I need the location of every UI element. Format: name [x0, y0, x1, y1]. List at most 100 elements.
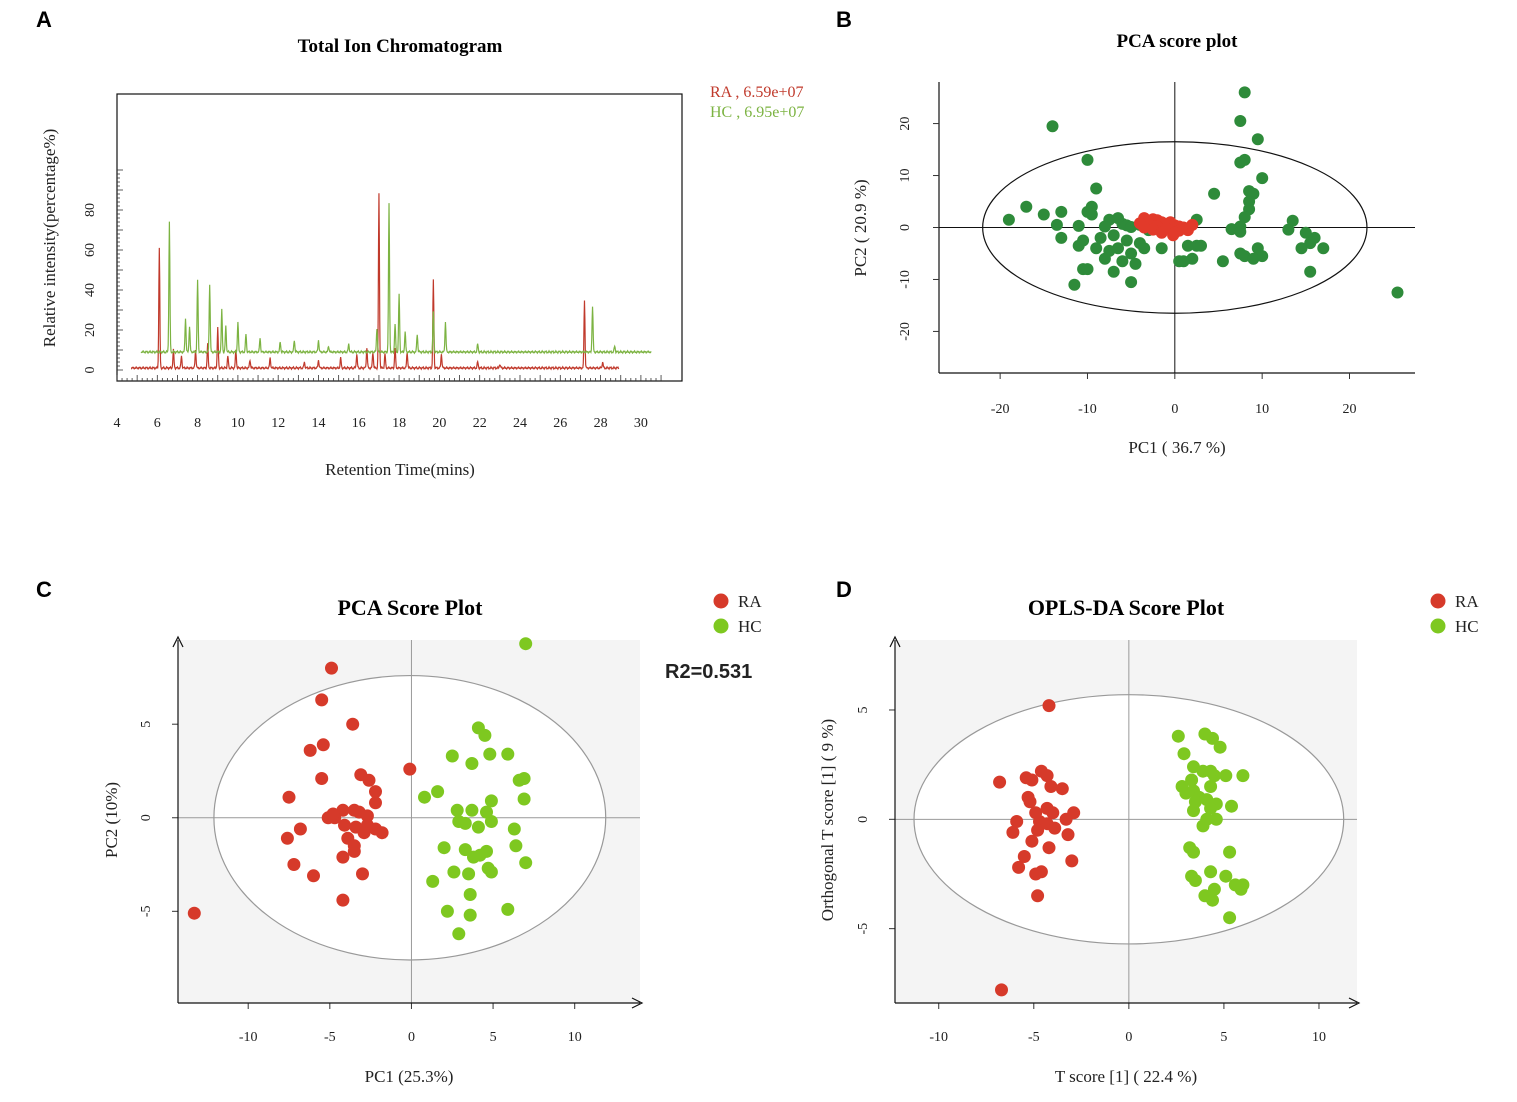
chart-d-title: OPLS-DA Score Plot [1028, 595, 1225, 620]
chart-a-legend-hc: HC , 6.95e+07 [710, 104, 804, 121]
chart-d-points [993, 699, 1250, 997]
chart-d-point-ra [1046, 806, 1060, 820]
chart-c-point-hc [450, 803, 464, 817]
chart-d-legend-ra-marker [1430, 593, 1446, 609]
chart-d-point-ra [1048, 821, 1062, 835]
chart-d-point-ra [1017, 850, 1031, 863]
chart-c-point-hc [465, 757, 479, 770]
chart-d-point-hc [1196, 819, 1210, 833]
chart-b-point-hc [1107, 265, 1120, 278]
chart-c-point-ra [347, 844, 361, 858]
chart-b-ylabel: PC2 ( 20.9 %) [851, 179, 870, 276]
chart-b-point-hc [1391, 286, 1404, 299]
chart-c-point-hc [431, 785, 445, 799]
chart-b-ytick-label: 10 [898, 169, 913, 183]
chart-b-point-hc [1234, 156, 1247, 169]
chart-a-xtick-label: 28 [594, 416, 608, 431]
chart-d-point-hc [1213, 740, 1227, 754]
chart-c-point-ra [336, 893, 350, 907]
chart-a-xtick-label: 12 [271, 416, 285, 431]
chart-c-xtick-label: 10 [568, 1030, 582, 1045]
chart-b-point-hc [1125, 247, 1138, 260]
chart-a-ytick-label: 0 [83, 367, 98, 374]
chart-c-point-hc [519, 637, 533, 651]
chart-d-point-ra [1019, 771, 1033, 785]
chart-d-point-ra [1059, 812, 1073, 826]
chart-c-point-hc [462, 867, 476, 881]
panel-c-pca-score-plot: PCA Score Plot -10 -5 0 5 10 -5 0 5 PC2 (10%) P… [102, 592, 762, 1086]
chart-d-point-ra [1040, 769, 1054, 783]
chart-b-point-ra [1133, 217, 1146, 230]
chart-c-point-ra [375, 826, 389, 840]
chart-d-xlabel: T score [1] ( 22.4 %) [1055, 1067, 1197, 1086]
chart-b-point-hc [1120, 234, 1133, 247]
chart-d-point-hc [1204, 764, 1218, 778]
chart-d-legend-hc-marker [1430, 618, 1446, 634]
chart-b-point-hc [1107, 229, 1120, 242]
chart-b-ticks: -20 -10 0 10 20 -20 -10 0 10 20 [898, 117, 1356, 417]
chart-b-point-hc [1046, 120, 1059, 133]
chart-b-point-hc [1094, 231, 1107, 244]
chart-d-xtick-label: 5 [1220, 1030, 1227, 1045]
chart-b-point-hc [1155, 242, 1168, 255]
chart-d-point-ra [1023, 795, 1037, 809]
chart-c-point-ra [303, 743, 317, 757]
chart-a-xlabel: Retention Time(mins) [325, 460, 475, 479]
chart-b-point-hc [1238, 211, 1251, 224]
chart-c-point-ra [362, 773, 376, 787]
chart-b-point-hc [1090, 242, 1103, 255]
chart-b-xtick-label: -20 [991, 402, 1010, 417]
chart-d-point-ra [1010, 815, 1024, 828]
chart-b-point-hc [1055, 231, 1068, 244]
chart-d-point-ra [993, 775, 1007, 789]
chart-b-point-hc [1238, 86, 1251, 99]
chart-b-point-hc [1195, 239, 1207, 252]
chart-c-point-hc [483, 747, 497, 761]
chart-b-xtick-label: -10 [1078, 402, 1097, 417]
chart-b-ytick-label: 0 [898, 224, 913, 231]
chart-a-legend-ra: RA , 6.59e+07 [710, 84, 803, 101]
chart-c-point-ra [287, 858, 301, 871]
chart-c-point-hc [445, 749, 459, 763]
chart-b-point-hc [1208, 187, 1221, 200]
chart-a-trace-ra [130, 193, 620, 371]
chart-c-point-hc [509, 839, 523, 853]
chart-c-xtick-label: 0 [408, 1030, 415, 1045]
chart-d-point-hc [1185, 773, 1199, 787]
chart-d-xtick-label: -5 [1028, 1030, 1040, 1045]
chart-d-point-hc [1204, 865, 1218, 879]
chart-d-point-ra [1031, 823, 1045, 837]
chart-c-point-ra [187, 906, 201, 920]
chart-c-point-hc [507, 822, 521, 836]
chart-b-point-hc [1299, 226, 1312, 239]
chart-d-point-ra [1044, 780, 1058, 793]
chart-a-ytick-label: 60 [83, 243, 98, 257]
chart-d-point-hc [1206, 893, 1219, 907]
chart-b-xlabel: PC1 ( 36.7 %) [1128, 438, 1225, 457]
chart-b-points [1002, 86, 1404, 299]
panel-b-pca-score-plot: PCA score plot -20 -10 0 10 20 -20 -10 0 10 20 PC… [851, 31, 1415, 457]
chart-b-point-hc [1068, 278, 1081, 291]
panel-d-oplsda-score-plot: OPLS-DA Score Plot -10 -5 0 5 10 -5 0 5 Orthogo… [818, 592, 1479, 1086]
chart-c-point-hc [447, 865, 461, 879]
chart-b-point-hc [1173, 255, 1186, 268]
chart-d-point-hc [1219, 769, 1233, 783]
chart-d-point-hc [1171, 729, 1185, 743]
chart-c-xtick-label: 5 [490, 1030, 497, 1045]
chart-d-point-ra [1025, 834, 1039, 848]
chart-b-point-hc [1081, 153, 1094, 166]
chart-b-xtick-label: 20 [1342, 402, 1356, 417]
chart-b-point-hc [1304, 265, 1317, 278]
chart-c-point-ra [356, 867, 369, 881]
chart-a-ytick-label: 80 [83, 203, 98, 217]
chart-b-point-hc [1020, 200, 1033, 213]
chart-d-point-hc [1234, 882, 1248, 896]
chart-d-y-arrow [889, 635, 901, 648]
chart-c-point-hc [484, 865, 498, 879]
chart-c-ticks: -10 -5 0 5 10 -5 0 5 [139, 721, 582, 1045]
chart-c-title: PCA Score Plot [337, 595, 483, 620]
chart-c-point-ra [315, 772, 329, 785]
chart-a-xtick-label: 20 [432, 416, 446, 431]
panel-letter-c: C [36, 577, 52, 602]
chart-a-xtick-label: 30 [634, 416, 648, 431]
